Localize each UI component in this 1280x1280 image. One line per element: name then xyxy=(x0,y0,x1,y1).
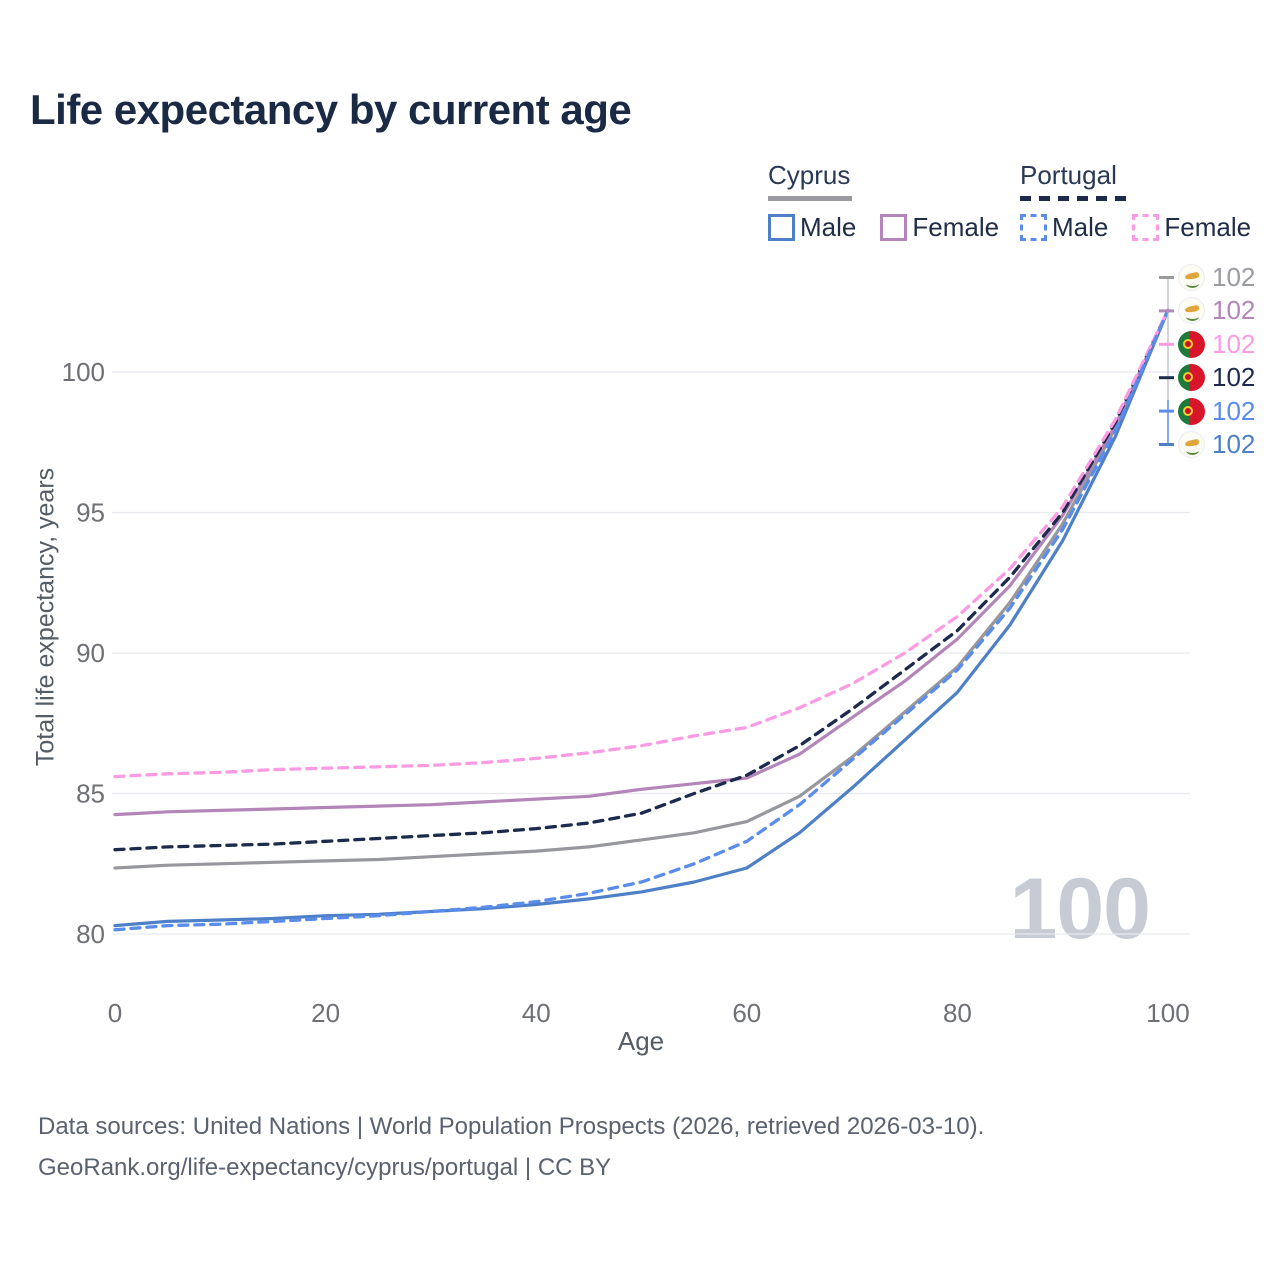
legend-label-cyprus-female[interactable]: Female xyxy=(912,212,1000,242)
x-tick-label: 60 xyxy=(732,998,761,1028)
y-tick-label: 90 xyxy=(76,638,105,668)
x-tick-label: 0 xyxy=(108,998,122,1028)
end-label-value: 102 xyxy=(1212,362,1256,393)
legend-portugal-title[interactable]: Portugal xyxy=(1020,160,1117,190)
age-watermark: 100 xyxy=(1009,861,1151,957)
legend-swatch-cyprus-female[interactable] xyxy=(880,214,908,241)
end-label-row-cyprus: 102 xyxy=(1178,262,1255,294)
x-tick-label: 80 xyxy=(943,998,972,1028)
portugal-flag-icon xyxy=(1178,364,1205,392)
y-tick-label: 95 xyxy=(76,498,105,528)
end-label-value: 102 xyxy=(1212,295,1256,326)
footer-data-sources: Data sources: United Nations | World Pop… xyxy=(38,1113,985,1140)
legend-label-portugal-female[interactable]: Female xyxy=(1164,212,1252,242)
legend-cyprus-title[interactable]: Cyprus xyxy=(768,160,851,190)
series-line-cyprus xyxy=(113,308,1170,870)
y-tick-label: 100 xyxy=(62,357,105,387)
legend-group-cyprus: Cyprus Male Female xyxy=(768,160,1023,243)
end-label-value: 102 xyxy=(1212,395,1256,426)
cyprus-flag-icon xyxy=(1178,297,1205,325)
legend-group-portugal: Portugal Male Female xyxy=(1020,160,1275,243)
series-line-portugal-female xyxy=(113,308,1170,779)
end-label-row-cyprus-male: 102 xyxy=(1178,429,1255,461)
end-label-row-cyprus-female: 102 xyxy=(1178,295,1255,327)
footer: Data sources: United Nations | World Pop… xyxy=(38,1106,984,1188)
x-tick-label: 20 xyxy=(311,998,340,1028)
y-tick-label: 80 xyxy=(76,919,105,949)
footer-link: GeoRank.org/life-expectancy/cyprus/portu… xyxy=(38,1154,612,1181)
portugal-flag-icon xyxy=(1178,330,1205,358)
cyprus-flag-icon xyxy=(1178,264,1205,291)
end-label-row-portugal-female: 102 xyxy=(1178,328,1255,360)
legend-swatch-portugal-female[interactable] xyxy=(1132,214,1160,241)
legend-swatch-portugal-male[interactable] xyxy=(1020,214,1047,241)
series-line-portugal-male xyxy=(113,308,1170,932)
legend-cyprus-underline xyxy=(768,196,852,201)
y-tick-label: 85 xyxy=(76,779,105,809)
x-axis-title: Age xyxy=(617,1026,665,1056)
portugal-flag-icon xyxy=(1178,397,1205,425)
series-line-cyprus-male xyxy=(113,308,1170,928)
end-label-value: 102 xyxy=(1212,429,1256,459)
end-label-row-portugal-male: 102 xyxy=(1178,395,1255,427)
end-label-row-portugal: 102 xyxy=(1178,362,1255,394)
legend-label-cyprus-male[interactable]: Male xyxy=(800,212,857,242)
series-line-cyprus-female xyxy=(113,308,1170,817)
cyprus-flag-icon xyxy=(1178,431,1205,458)
page-title: Life expectancy by current age xyxy=(30,86,632,133)
x-tick-label: 100 xyxy=(1146,998,1189,1028)
legend-portugal-underline xyxy=(1020,196,1126,201)
legend-swatch-cyprus-male[interactable] xyxy=(768,214,795,241)
end-label-value: 102 xyxy=(1212,262,1256,292)
end-label-value: 102 xyxy=(1212,328,1256,359)
x-tick-label: 40 xyxy=(522,998,551,1028)
series-line-portugal xyxy=(113,308,1170,852)
legend-label-portugal-male[interactable]: Male xyxy=(1052,212,1109,242)
